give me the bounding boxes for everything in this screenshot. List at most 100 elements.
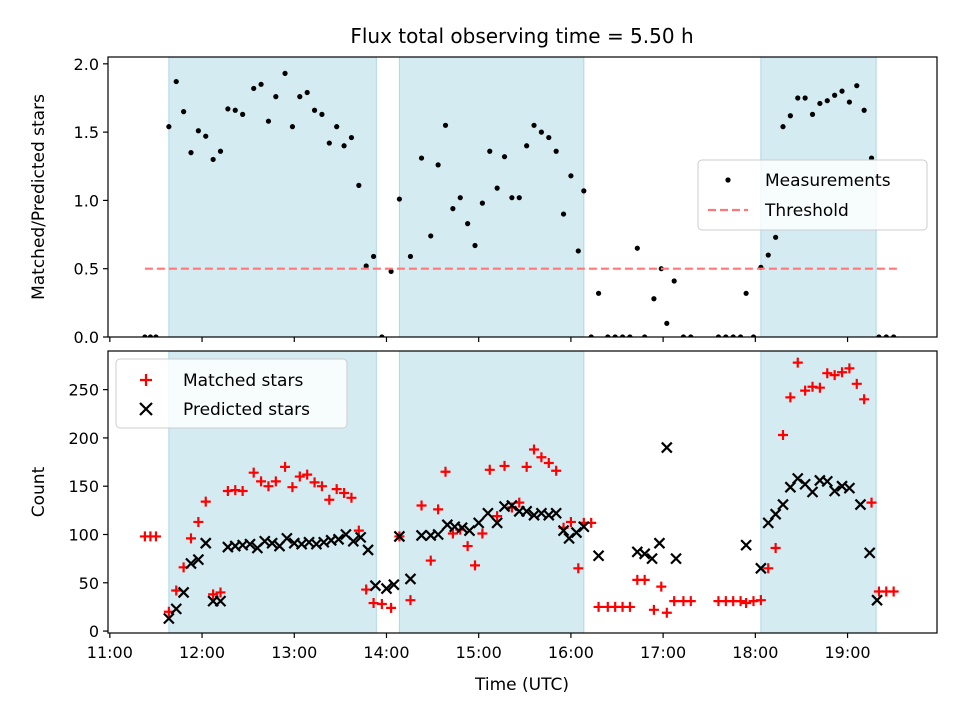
measurement-point xyxy=(142,334,148,337)
matched-star-point xyxy=(792,357,803,368)
y-tick-label: 100 xyxy=(68,525,99,544)
matched-star-point xyxy=(551,465,562,476)
y-tick-label: 2.0 xyxy=(74,55,99,74)
measurement-point xyxy=(428,233,434,239)
measurement-point xyxy=(795,95,801,101)
matched-star-point xyxy=(851,378,862,389)
matched-star-point xyxy=(639,574,650,585)
predicted-star-point xyxy=(638,548,651,560)
measurement-point xyxy=(232,107,238,113)
matched-star-point xyxy=(416,500,427,511)
matched-star-point xyxy=(353,525,364,536)
measurement-point xyxy=(846,99,852,105)
measurement-point xyxy=(450,206,456,212)
measurement-point xyxy=(538,129,545,135)
matched-star-point xyxy=(661,607,672,618)
y-tick-label: 0.5 xyxy=(74,260,99,279)
matched-star-point xyxy=(470,560,481,571)
measurement-point xyxy=(465,221,471,227)
matched-star-point xyxy=(859,394,870,405)
measurement-point xyxy=(627,334,633,337)
measurement-point xyxy=(166,124,172,130)
matched-star-point xyxy=(193,516,204,527)
measurement-point xyxy=(581,188,587,194)
predicted-star-point xyxy=(192,553,205,566)
legend-label-threshold: Threshold xyxy=(764,201,849,221)
predicted-star-point xyxy=(170,603,183,615)
matched-star-point xyxy=(763,563,774,574)
measurement-point xyxy=(664,320,670,326)
measurement-point xyxy=(304,89,310,96)
matched-star-point xyxy=(215,587,226,598)
matched-star-point xyxy=(543,458,554,469)
predicted-star-point xyxy=(199,537,212,549)
legend-label-measurements: Measurements xyxy=(765,171,891,191)
predicted-star-point xyxy=(806,486,819,498)
measurement-point xyxy=(251,85,257,92)
measurement-point xyxy=(348,134,355,141)
matched-star-point xyxy=(822,368,833,379)
predicted-star-point xyxy=(854,498,867,511)
matched-star-point xyxy=(521,461,532,472)
matched-star-point xyxy=(447,528,458,539)
measurement-point xyxy=(546,134,552,141)
measurement-point xyxy=(210,156,216,163)
predicted-star-point xyxy=(563,532,575,545)
measurement-point xyxy=(147,334,154,337)
matched-star-point xyxy=(800,385,811,396)
measurement-point xyxy=(868,155,875,161)
predicted-star-point xyxy=(404,573,417,585)
x-tick-label: 17:00 xyxy=(640,643,686,662)
matched-star-point xyxy=(778,430,789,441)
measurement-point xyxy=(407,253,414,260)
data-layer xyxy=(139,357,899,625)
predicted-star-point xyxy=(491,517,503,529)
measurement-point xyxy=(442,122,449,128)
predicted-star-point xyxy=(244,538,256,550)
predicted-star-point xyxy=(393,530,406,543)
measurement-point xyxy=(861,107,867,113)
predicted-star-point xyxy=(843,482,856,494)
matched-star-point xyxy=(405,595,416,606)
observing-interval xyxy=(398,350,585,634)
predicted-star-point xyxy=(177,586,190,599)
measurement-point xyxy=(780,124,786,130)
predicted-star-point xyxy=(863,547,876,559)
matched-star-point xyxy=(150,531,161,542)
predicted-star-point xyxy=(185,557,197,570)
measurement-point xyxy=(553,148,559,154)
measurement-point xyxy=(282,70,288,76)
measurement-point xyxy=(289,124,296,130)
predicted-star-point xyxy=(592,549,605,562)
matched-star-point xyxy=(386,602,397,613)
measurement-point xyxy=(765,252,771,258)
measurement-point xyxy=(457,195,463,201)
measurement-point xyxy=(809,111,816,117)
x-tick-label: 14:00 xyxy=(363,643,409,662)
matched-star-point xyxy=(248,467,259,478)
measurement-point xyxy=(418,155,425,161)
measurement-point xyxy=(370,253,377,260)
x-tick-label: 15:00 xyxy=(456,643,502,662)
matched-star-point xyxy=(529,444,540,455)
measurement-point xyxy=(568,173,574,179)
matched-star-point xyxy=(656,581,667,592)
matched-star-point xyxy=(270,476,281,487)
matched-star-point xyxy=(573,563,584,574)
x-axis-label: Time (UTC) xyxy=(474,675,569,695)
matched-star-point xyxy=(866,497,877,508)
predicted-star-point xyxy=(354,531,367,544)
measurement-point xyxy=(435,162,441,168)
matched-star-point xyxy=(829,370,840,381)
measurement-point xyxy=(883,334,889,337)
y-tick-label: 150 xyxy=(68,477,99,496)
y-tick-label: 1.5 xyxy=(74,123,99,142)
chart-title: Flux total observing time = 5.50 h xyxy=(350,24,693,48)
measurement-point xyxy=(173,78,179,85)
y-tick-label: 0 xyxy=(89,622,99,641)
observing-interval xyxy=(398,56,585,338)
predicted-star-point xyxy=(163,612,175,625)
measurement-point xyxy=(595,290,602,296)
matched-star-point xyxy=(770,543,781,554)
legend-label-predicted: Predicted stars xyxy=(183,400,310,420)
